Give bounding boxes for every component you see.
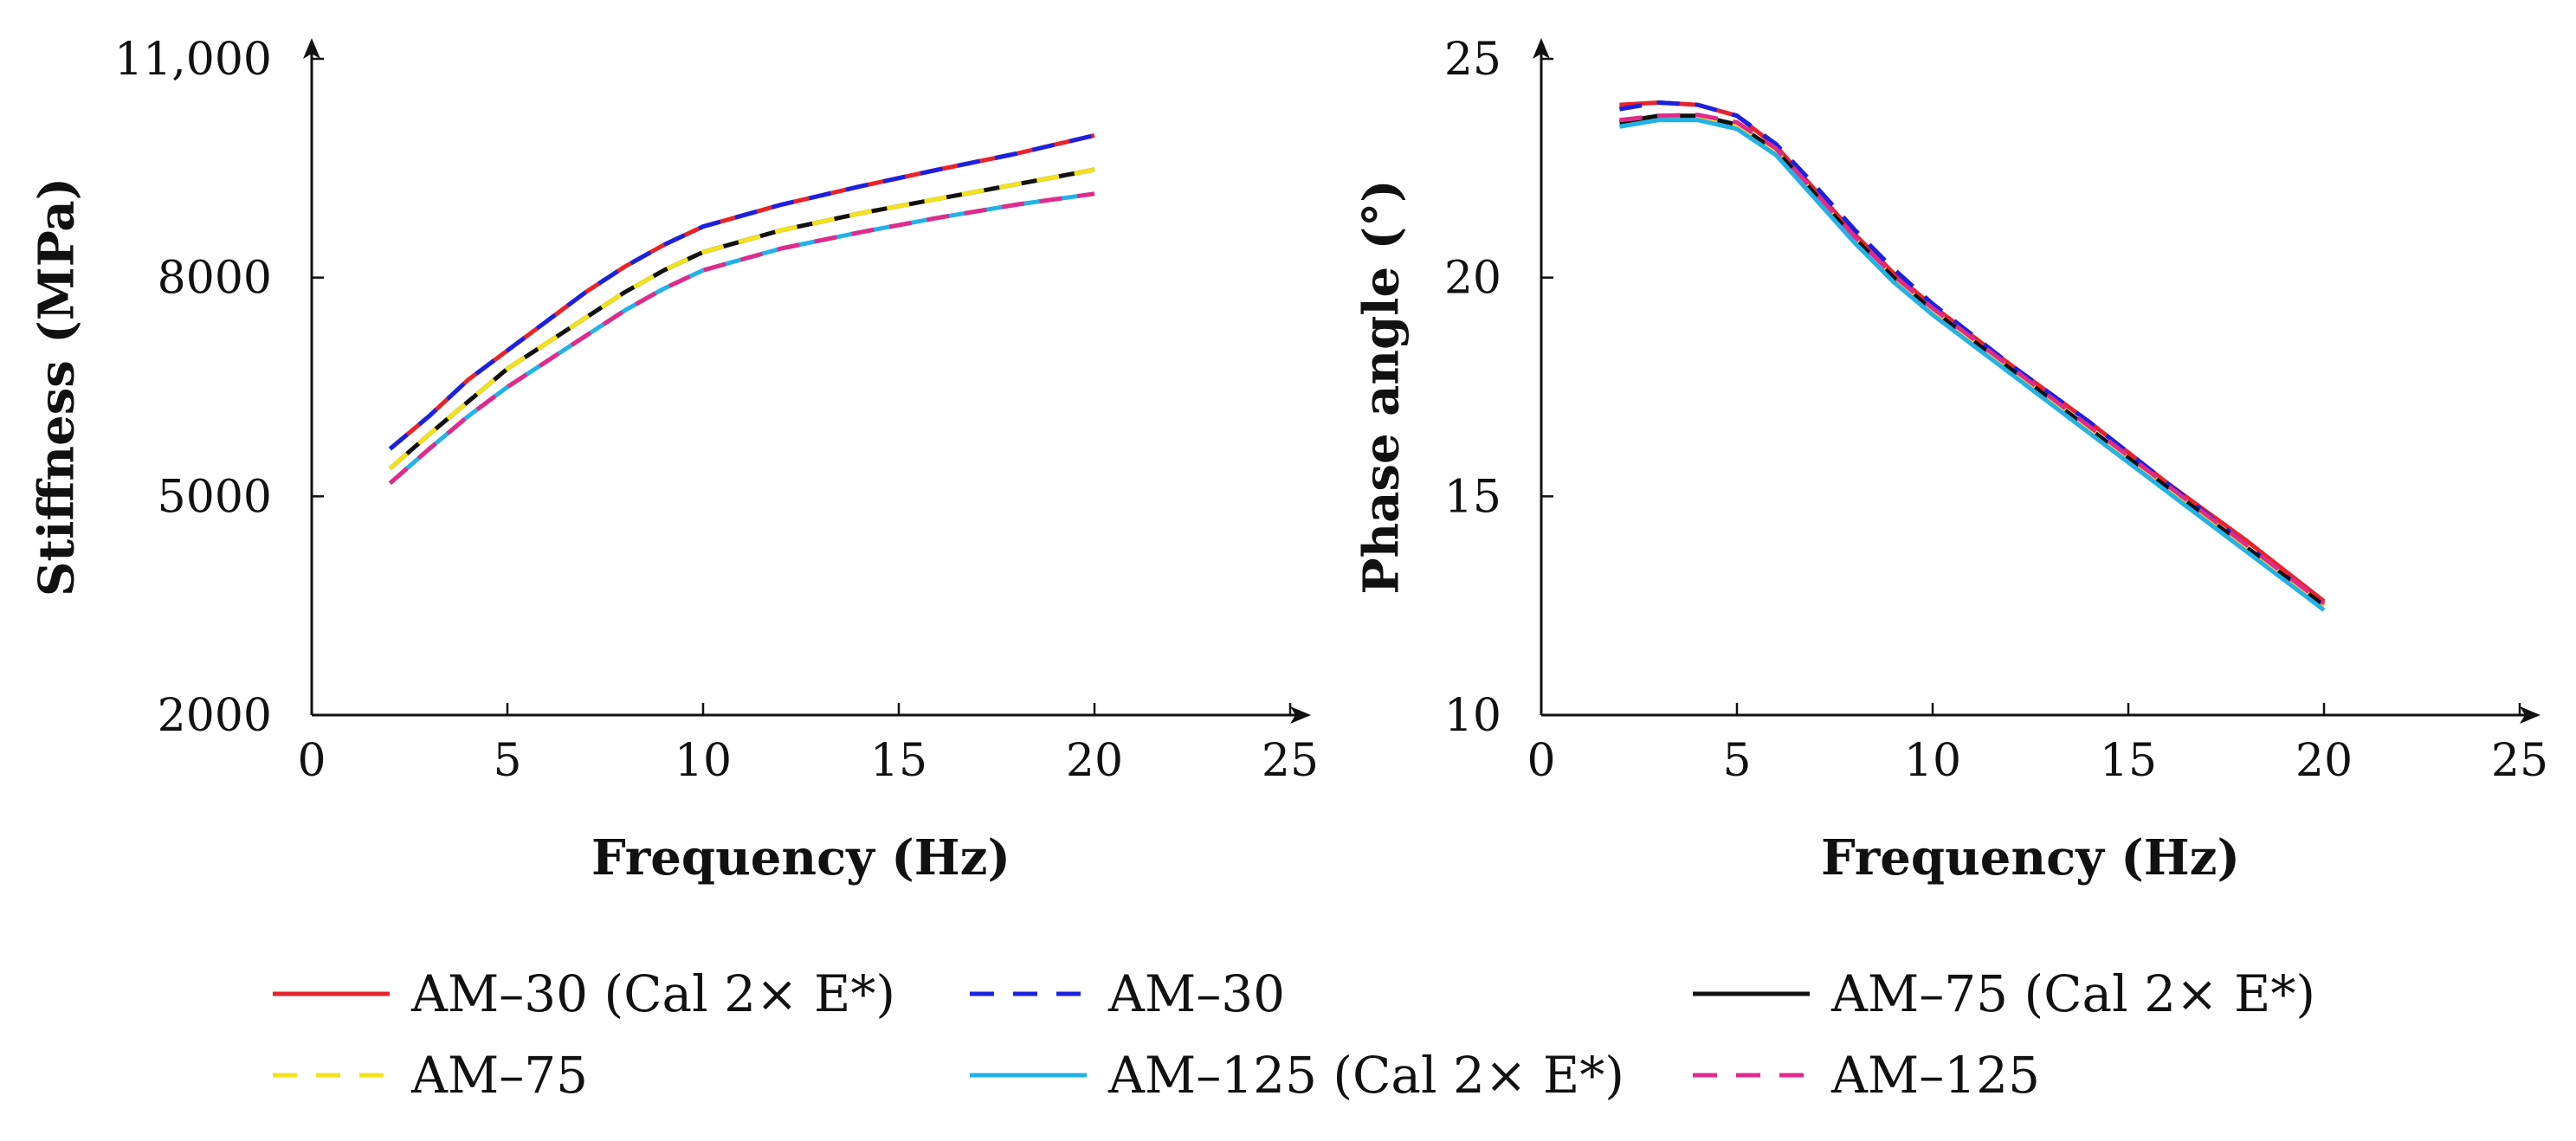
stiffness-chart: 0 5 10 15 20 25 2000 5000 8000 11,000 Frequency (H… [29, 34, 1319, 886]
legend-label: AM–30 (Cal 2× E*) [410, 964, 895, 1023]
phase-y-tick-label: 25 [1444, 34, 1501, 86]
phase-angle-chart: 0 5 10 15 20 25 10 15 20 25 Frequency (Hz) Phase an… [1353, 34, 2548, 886]
stiffness-y-tick-label: 11,000 [114, 34, 272, 86]
legend-label: AM–125 (Cal 2× E*) [1107, 1046, 1624, 1105]
phase-x-tick-label: 25 [2491, 735, 2548, 787]
stiffness-series-line-5 [388, 191, 1095, 486]
phase-series-line-5 [1619, 113, 2326, 606]
phase-series-line-4 [1618, 118, 2326, 612]
phase-x-tick-label: 10 [1904, 735, 1961, 787]
stiffness-y-axis-title: Stiffness (MPa) [29, 177, 86, 596]
phase-x-tick-label: 20 [2295, 735, 2353, 787]
phase-y-tick-label: 20 [1444, 253, 1501, 305]
legend-item: AM–30 (Cal 2× E*) [273, 964, 895, 1023]
stiffness-x-tick-label: 20 [1066, 735, 1123, 787]
legend-label: AM–125 [1830, 1046, 2040, 1105]
stiffness-y-tick-label: 2000 [158, 690, 272, 742]
legend-item: AM–75 [273, 1046, 588, 1105]
stiffness-x-tick-label: 10 [675, 735, 732, 787]
phase-y-axis-arrow [1533, 38, 1550, 59]
stiffness-y-tick-label: 8000 [158, 253, 272, 305]
stiffness-y-axis-arrow [303, 38, 320, 59]
stiffness-series-line-0 [388, 132, 1095, 451]
phase-x-tick-label: 5 [1722, 735, 1751, 787]
phase-x-tick-label: 0 [1527, 735, 1555, 787]
legend-label: AM–30 [1107, 964, 1285, 1023]
stiffness-x-axis-title: Frequency (Hz) [591, 829, 1010, 886]
legend-item: AM–30 [970, 964, 1285, 1023]
stiffness-x-tick-label: 25 [1262, 735, 1319, 787]
phase-series-line-1 [1618, 100, 2326, 608]
stiffness-x-axis-arrow [1290, 706, 1311, 724]
stiffness-series-line-4 [388, 191, 1095, 486]
stiffness-x-tick-label: 0 [297, 735, 326, 787]
legend: AM–30 (Cal 2× E*) AM–30 AM–75 (Cal 2× E*) A… [273, 964, 2315, 1105]
phase-x-axis-arrow [2520, 706, 2540, 724]
phase-y-tick-label: 15 [1444, 471, 1501, 523]
stiffness-y-tick-label: 5000 [158, 471, 272, 523]
phase-x-tick-label: 15 [2100, 735, 2157, 787]
legend-item: AM–125 (Cal 2× E*) [970, 1046, 1624, 1105]
stiffness-series-line-1 [388, 132, 1095, 451]
stiffness-x-tick-label: 5 [493, 735, 521, 787]
stiffness-series-line-3 [388, 167, 1095, 471]
legend-item: AM–75 (Cal 2× E*) [1693, 964, 2315, 1023]
legend-label: AM–75 (Cal 2× E*) [1830, 964, 2315, 1023]
legend-label: AM–75 [410, 1046, 588, 1105]
phase-y-tick-label: 10 [1444, 690, 1501, 742]
legend-item: AM–125 [1693, 1046, 2040, 1105]
stiffness-x-tick-label: 15 [870, 735, 927, 787]
phase-x-axis-title: Frequency (Hz) [1821, 829, 2240, 886]
phase-y-axis-title: Phase angle (°) [1353, 179, 1411, 594]
